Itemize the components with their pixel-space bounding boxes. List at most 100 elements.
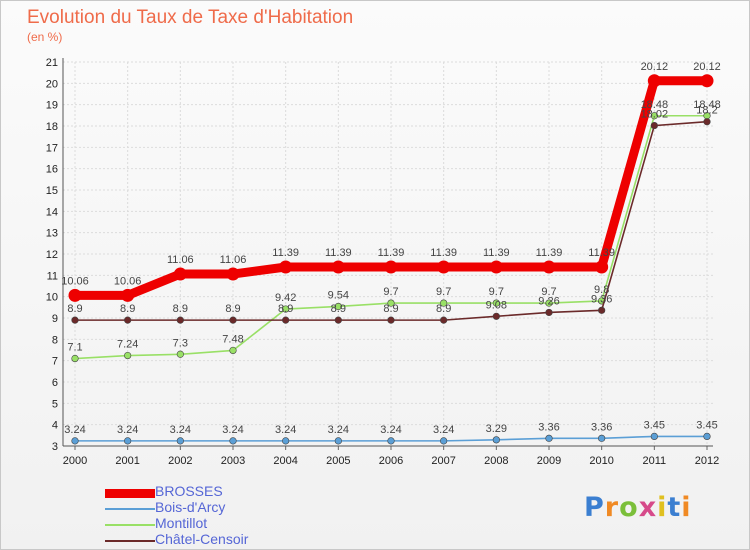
- data-label: 18.48: [641, 99, 669, 111]
- data-point: [489, 260, 503, 274]
- data-point: [124, 316, 132, 324]
- data-point: [279, 260, 293, 274]
- legend-label: Montillot: [155, 515, 208, 531]
- data-label: 7.48: [222, 333, 243, 345]
- data-label: 9.8: [594, 284, 609, 296]
- data-point: [650, 121, 658, 130]
- data-label: 3.24: [433, 424, 454, 436]
- logo-letter: P: [584, 492, 605, 523]
- x-tick-label: 2005: [326, 455, 350, 467]
- legend-label: Bois-d'Arcy: [155, 499, 226, 515]
- y-tick-label: 7: [52, 356, 58, 368]
- data-label: 3.24: [170, 424, 191, 436]
- y-tick-label: 10: [46, 292, 58, 304]
- data-label: 3.24: [64, 424, 85, 436]
- data-label: 20.12: [641, 61, 669, 73]
- data-point: [650, 432, 658, 441]
- data-label: 10.06: [114, 275, 142, 287]
- data-point: [331, 260, 345, 274]
- y-tick-label: 18: [46, 121, 58, 133]
- y-tick-label: 21: [46, 57, 58, 69]
- x-tick-label: 2003: [221, 455, 245, 467]
- line-chart: 3 4 5 6 7 8 9 10 11 12 13 14 15 16 17 18 19 20 21 2000 2001 2…: [46, 57, 721, 467]
- data-label: 18.2: [696, 105, 717, 117]
- y-tick-label: 6: [52, 377, 58, 389]
- data-label: 3.29: [486, 423, 507, 435]
- data-point: [700, 74, 714, 88]
- data-point: [176, 350, 184, 358]
- data-label: 3.24: [117, 424, 138, 436]
- data-label: 9.08: [486, 299, 507, 311]
- data-point: [71, 437, 79, 445]
- y-tick-label: 15: [46, 185, 58, 197]
- data-point: [492, 299, 500, 307]
- data-point: [282, 316, 290, 324]
- data-label: 9.7: [436, 286, 451, 298]
- y-tick-label: 20: [46, 78, 58, 90]
- data-label: 9.54: [328, 289, 349, 301]
- data-label: 9.7: [541, 286, 556, 298]
- x-tick-label: 2010: [589, 455, 613, 467]
- x-tick-label: 2012: [695, 455, 719, 467]
- data-label: 3.45: [696, 419, 717, 431]
- data-label: 8.9: [67, 303, 82, 315]
- x-tick-label: 2006: [379, 455, 403, 467]
- data-label: 7.3: [173, 337, 188, 349]
- x-tick-label: 2004: [273, 455, 297, 467]
- data-point: [229, 346, 237, 355]
- data-point: [173, 267, 187, 281]
- data-label: 8.9: [383, 303, 398, 315]
- data-label: 8.9: [436, 303, 451, 315]
- data-label: 11.39: [483, 247, 510, 259]
- data-point: [440, 437, 448, 445]
- data-label: 3.45: [644, 419, 665, 431]
- data-point: [598, 306, 606, 314]
- data-label: 3.24: [275, 424, 296, 436]
- y-tick-label: 12: [46, 249, 58, 261]
- data-label: 9.36: [591, 293, 612, 305]
- y-tick-label: 14: [46, 206, 58, 218]
- data-point: [229, 316, 237, 324]
- data-point: [176, 316, 184, 324]
- data-point: [384, 260, 398, 274]
- data-label: 11.39: [430, 247, 457, 259]
- y-tick-label: 4: [52, 420, 58, 432]
- logo-letter: o: [619, 492, 639, 523]
- data-point: [437, 260, 451, 274]
- data-point: [545, 434, 553, 442]
- data-label: 11.39: [378, 247, 405, 259]
- data-point: [124, 437, 132, 445]
- data-label: 3.24: [380, 424, 401, 436]
- y-tick-label: 16: [46, 164, 58, 176]
- logo-letter: t: [667, 492, 682, 523]
- data-point: [492, 312, 500, 320]
- data-point: [440, 299, 448, 307]
- data-label: 8.9: [173, 303, 188, 315]
- legend-swatch: [105, 524, 155, 526]
- data-point: [334, 302, 342, 311]
- axes: 3 4 5 6 7 8 9 10 11 12 13 14 15 16 17 18 19 20 21 2000 2001 2…: [46, 57, 719, 467]
- grid: [63, 61, 713, 447]
- data-label: 8.9: [331, 303, 346, 315]
- legend-swatch: [105, 489, 155, 498]
- data-label: 11.39: [536, 247, 563, 259]
- data-label: 11.39: [325, 247, 352, 259]
- data-label: 9.42: [275, 292, 296, 304]
- data-point: [650, 112, 658, 120]
- data-label: 20.12: [693, 61, 721, 73]
- data-point: [124, 351, 132, 360]
- logo-letter: x: [638, 492, 658, 523]
- x-tick-label: 2002: [168, 455, 192, 467]
- data-label: 11.39: [272, 247, 299, 259]
- data-point: [387, 316, 395, 324]
- data-label: 3.36: [538, 421, 559, 433]
- data-point: [703, 432, 711, 441]
- legend-swatch: [105, 540, 155, 542]
- data-label: 18.02: [641, 109, 669, 121]
- x-tick-label: 2011: [643, 455, 667, 467]
- y-tick-label: 19: [46, 100, 58, 112]
- series-lines: [68, 74, 714, 445]
- data-label: 7.24: [117, 339, 138, 351]
- data-point: [71, 354, 79, 363]
